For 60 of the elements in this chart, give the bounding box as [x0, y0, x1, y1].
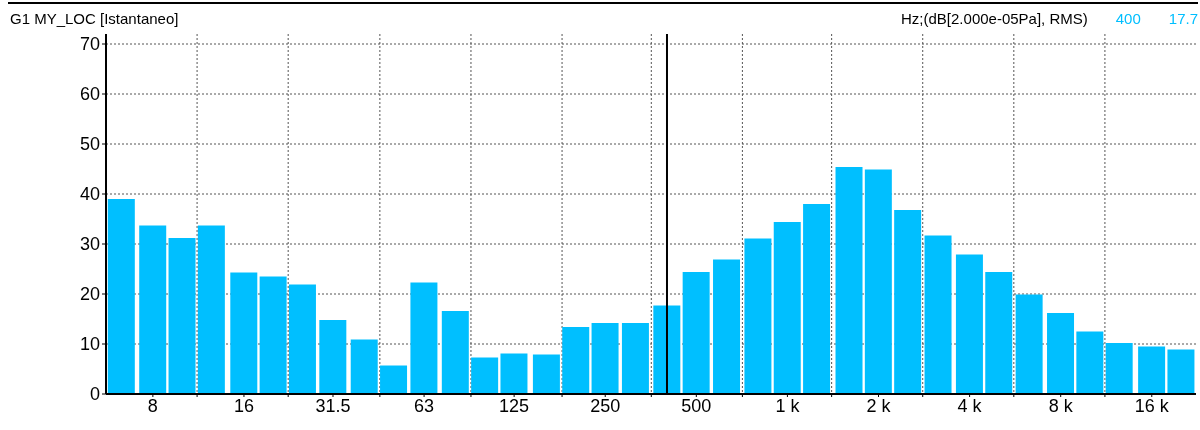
y-tick-label: 10 — [79, 334, 100, 355]
bar — [835, 167, 863, 394]
bar — [500, 353, 528, 394]
bar — [591, 323, 619, 394]
x-tick-label: 1 k — [775, 395, 801, 416]
y-tick-label: 40 — [79, 184, 100, 205]
x-tick-label: 8 k — [1048, 395, 1074, 416]
y-tick-label: 20 — [79, 284, 100, 305]
bar — [653, 305, 681, 394]
bar — [985, 272, 1013, 394]
bar — [713, 259, 741, 394]
bar — [197, 225, 225, 394]
bar — [864, 169, 892, 394]
bar — [532, 354, 560, 394]
x-tick-label: 63 — [414, 395, 435, 416]
bar — [139, 225, 167, 394]
x-tick-label: 125 — [499, 395, 530, 416]
bar — [1076, 331, 1104, 394]
bar — [1105, 343, 1133, 394]
x-tick-label: 8 — [147, 395, 158, 416]
bar — [803, 204, 831, 394]
y-tick-label: 60 — [79, 84, 100, 105]
bar — [319, 320, 347, 394]
bar — [471, 357, 499, 394]
bar — [259, 276, 287, 394]
bar — [1138, 346, 1166, 394]
bar — [230, 272, 258, 394]
y-tick-label: 0 — [89, 384, 100, 405]
bar — [1167, 349, 1195, 394]
x-tick-label: 500 — [681, 395, 712, 416]
x-tick-label: 250 — [590, 395, 621, 416]
x-tick-label: 16 — [233, 395, 254, 416]
bar — [744, 238, 772, 394]
bar — [1015, 294, 1043, 394]
x-tick-label: 2 k — [866, 395, 892, 416]
x-tick-label: 16 k — [1134, 395, 1170, 416]
bar — [621, 323, 649, 394]
y-tick-label: 50 — [79, 134, 100, 155]
x-tick-label: 31.5 — [315, 395, 351, 416]
bar — [682, 272, 710, 394]
bar — [107, 199, 135, 394]
bar — [1047, 313, 1075, 394]
bar — [168, 238, 196, 394]
x-tick-label: 4 k — [957, 395, 983, 416]
bar — [894, 210, 922, 394]
bar — [410, 282, 438, 394]
bar — [288, 284, 316, 394]
y-tick-label: 30 — [79, 234, 100, 255]
chart-title: G1 MY_LOC [Istantaneo] — [9, 9, 179, 27]
bar — [441, 311, 469, 394]
y-tick-label: 70 — [79, 34, 100, 55]
chart-subtitle: Hz;(dB[2.000e-05Pa], RMS) — [901, 9, 1088, 27]
bar — [350, 339, 378, 394]
text: 400 — [1115, 9, 1141, 27]
bar — [773, 222, 801, 394]
text: 17.7 — [1168, 9, 1198, 27]
bar — [562, 327, 590, 394]
bar — [955, 254, 983, 394]
bar — [924, 235, 952, 394]
bar — [380, 365, 408, 394]
